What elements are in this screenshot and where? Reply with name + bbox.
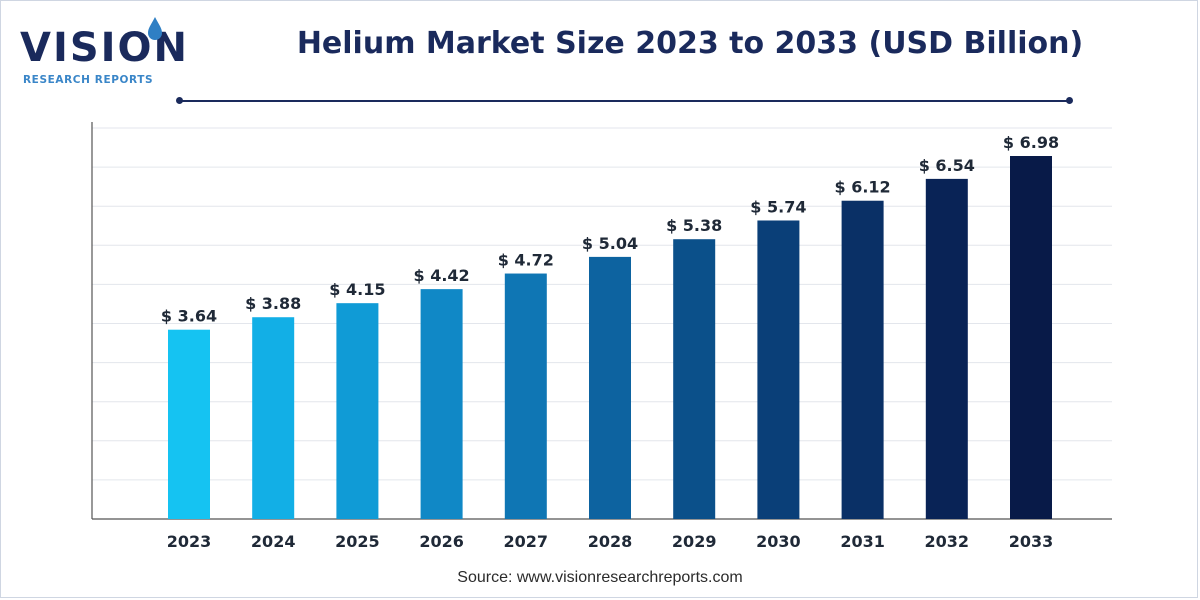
bar-value-label-2032: $ 6.54 bbox=[919, 156, 975, 175]
bar-2025 bbox=[336, 303, 379, 519]
x-tick-label-2032: 2032 bbox=[925, 532, 970, 551]
bar-value-label-2030: $ 5.74 bbox=[750, 197, 806, 216]
x-tick-label-2024: 2024 bbox=[251, 532, 296, 551]
x-tick-label-2025: 2025 bbox=[335, 532, 380, 551]
x-tick-label-2028: 2028 bbox=[588, 532, 633, 551]
chart-title: Helium Market Size 2023 to 2033 (USD Bil… bbox=[296, 26, 1084, 61]
bar-value-label-2024: $ 3.88 bbox=[245, 294, 301, 313]
bar-2026 bbox=[420, 289, 463, 519]
logo-subtitle: RESEARCH REPORTS bbox=[23, 74, 154, 86]
x-tick-label-2031: 2031 bbox=[840, 532, 885, 551]
bar-value-label-2033: $ 6.98 bbox=[1003, 133, 1059, 152]
bar-value-label-2031: $ 6.12 bbox=[835, 178, 891, 197]
x-tick-label-2030: 2030 bbox=[756, 532, 801, 551]
x-tick-label-2023: 2023 bbox=[167, 532, 212, 551]
bar-value-label-2028: $ 5.04 bbox=[582, 234, 638, 253]
logo-drop-icon bbox=[148, 17, 162, 40]
x-tick-label-2033: 2033 bbox=[1009, 532, 1054, 551]
bar-2030 bbox=[757, 220, 800, 519]
divider-dot-right bbox=[1066, 97, 1073, 104]
divider-dot-left bbox=[176, 97, 183, 104]
x-tick-label-2027: 2027 bbox=[504, 532, 549, 551]
bar-2023 bbox=[168, 329, 210, 519]
bar-value-label-2026: $ 4.42 bbox=[414, 266, 470, 285]
bar-2028 bbox=[589, 256, 631, 519]
bar-value-label-2027: $ 4.72 bbox=[498, 251, 554, 270]
source-note: Source: www.visionresearchreports.com bbox=[457, 569, 743, 586]
bar-value-label-2025: $ 4.15 bbox=[329, 280, 385, 299]
bar-2032 bbox=[925, 178, 968, 520]
bar-value-label-2023: $ 3.64 bbox=[161, 307, 217, 326]
title-divider bbox=[180, 100, 1070, 102]
bar-2027 bbox=[504, 273, 547, 519]
vision-logo: VISION RESEARCH REPORTS bbox=[20, 16, 190, 86]
bar-2031 bbox=[841, 200, 884, 520]
x-tick-label-2029: 2029 bbox=[672, 532, 717, 551]
bar-2024 bbox=[252, 317, 295, 519]
bar-value-label-2029: $ 5.38 bbox=[666, 216, 722, 235]
bar-2029 bbox=[673, 239, 716, 519]
bar-2033 bbox=[1010, 156, 1052, 519]
x-tick-label-2026: 2026 bbox=[419, 532, 464, 551]
